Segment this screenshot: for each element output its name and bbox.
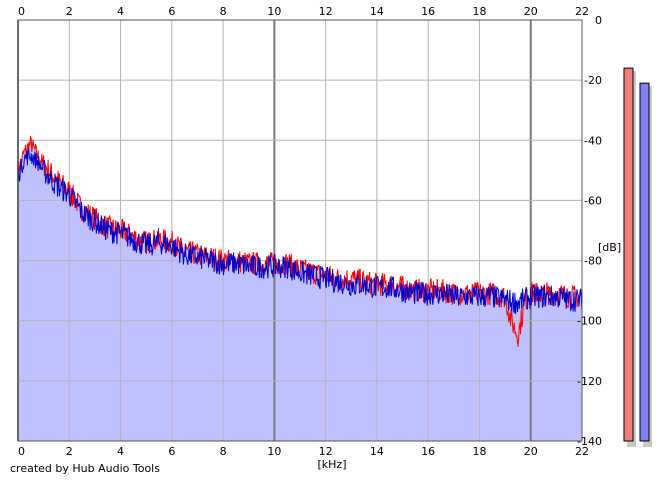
x-tick-label-bottom: 4	[117, 445, 124, 458]
x-tick-label-bottom: 12	[319, 445, 333, 458]
x-tick-label-bottom: 14	[370, 445, 384, 458]
x-tick-label-bottom: 18	[472, 445, 486, 458]
spectrum-fill	[18, 136, 582, 441]
y-tick-label: -120	[577, 375, 602, 388]
spectrum-area	[18, 136, 582, 441]
spectrum-line-2	[17, 148, 583, 315]
x-axis-label: [kHz]	[318, 458, 347, 471]
y-tick-label: -60	[584, 194, 602, 207]
level-meters	[623, 67, 652, 448]
x-tick-label-top: 10	[267, 5, 281, 18]
x-tick-label-bottom: 8	[220, 445, 227, 458]
y-tick-label: 0	[595, 14, 602, 27]
x-tick-label-top: 12	[319, 5, 333, 18]
x-tick-label-top: 16	[421, 5, 435, 18]
level-meter-1	[623, 67, 634, 442]
y-tick-label: -100	[577, 315, 602, 328]
x-tick-label-bottom: 20	[524, 445, 538, 458]
y-tick-label: -40	[584, 134, 602, 147]
x-tick-label-bottom: 22	[575, 445, 589, 458]
x-tick-label-top: 18	[472, 5, 486, 18]
x-tick-label-bottom: 6	[168, 445, 175, 458]
x-tick-label-top: 14	[370, 5, 384, 18]
x-tick-label-top: 8	[220, 5, 227, 18]
x-tick-label-top: 4	[117, 5, 124, 18]
x-tick-label-top: 0	[18, 5, 25, 18]
y-axis-label: [dB]	[598, 241, 621, 254]
x-tick-label-bottom: 16	[421, 445, 435, 458]
grid	[17, 19, 583, 442]
x-tick-label-top: 6	[168, 5, 175, 18]
plot-frame	[17, 19, 583, 442]
x-tick-label-bottom: 2	[66, 445, 73, 458]
x-tick-label-bottom: 10	[267, 445, 281, 458]
spectrum-series	[17, 135, 583, 347]
y-tick-label: -80	[584, 255, 602, 268]
y-tick-label: -140	[577, 435, 602, 448]
credit-text: created by Hub Audio Tools	[10, 462, 160, 475]
x-tick-label-top: 22	[575, 5, 589, 18]
x-tick-label-top: 20	[524, 5, 538, 18]
y-tick-label: -20	[584, 74, 602, 87]
x-tick-label-top: 2	[66, 5, 73, 18]
level-meter-2	[639, 82, 650, 442]
axes: 002244668810101212141416161818202022220-…	[17, 5, 602, 458]
x-tick-label-bottom: 0	[18, 445, 25, 458]
